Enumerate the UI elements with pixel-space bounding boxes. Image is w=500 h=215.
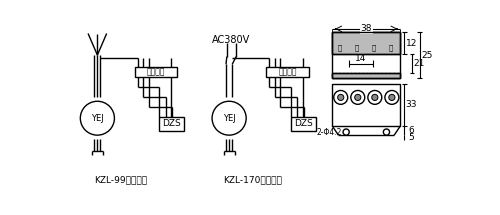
Bar: [291, 117, 316, 131]
Circle shape: [384, 129, 390, 135]
Text: KZL-99接线方式: KZL-99接线方式: [94, 175, 147, 184]
Text: AC380V: AC380V: [212, 35, 250, 45]
Text: 21: 21: [414, 59, 424, 68]
Text: 红: 红: [338, 45, 342, 51]
Circle shape: [385, 91, 399, 104]
Text: 33: 33: [406, 100, 417, 109]
Text: 25: 25: [421, 51, 432, 60]
Bar: [160, 117, 184, 131]
Text: 红: 红: [355, 45, 359, 51]
Text: DZS: DZS: [162, 119, 181, 128]
Text: YEJ: YEJ: [223, 114, 235, 123]
Text: 黑: 黑: [372, 45, 376, 51]
Bar: [266, 67, 309, 77]
Text: DZS: DZS: [294, 119, 313, 128]
Circle shape: [351, 91, 365, 104]
Circle shape: [338, 94, 344, 100]
Text: 2-Φ4.2: 2-Φ4.2: [316, 128, 342, 137]
Circle shape: [80, 101, 114, 135]
Text: 38: 38: [360, 24, 372, 33]
Bar: [134, 67, 177, 77]
Text: YEJ: YEJ: [91, 114, 104, 123]
Bar: [332, 84, 400, 126]
Bar: [332, 73, 400, 78]
Text: 黑: 黑: [389, 45, 393, 51]
Circle shape: [368, 91, 382, 104]
Text: 黄黄黑黑: 黄黄黑黑: [146, 68, 165, 77]
Text: 6: 6: [408, 126, 414, 135]
Bar: [332, 32, 400, 54]
Text: KZL-170接线方式: KZL-170接线方式: [223, 175, 282, 184]
Circle shape: [372, 94, 378, 100]
Bar: [332, 32, 400, 78]
Bar: [332, 32, 400, 54]
Text: 12: 12: [406, 39, 417, 48]
Text: 红红黑黑: 红红黑黑: [278, 68, 297, 77]
Circle shape: [389, 94, 395, 100]
Bar: [332, 73, 400, 78]
Circle shape: [343, 129, 349, 135]
Text: 14: 14: [355, 54, 366, 63]
Text: 5: 5: [408, 133, 414, 142]
Circle shape: [212, 101, 246, 135]
Circle shape: [334, 91, 347, 104]
Circle shape: [354, 94, 361, 100]
